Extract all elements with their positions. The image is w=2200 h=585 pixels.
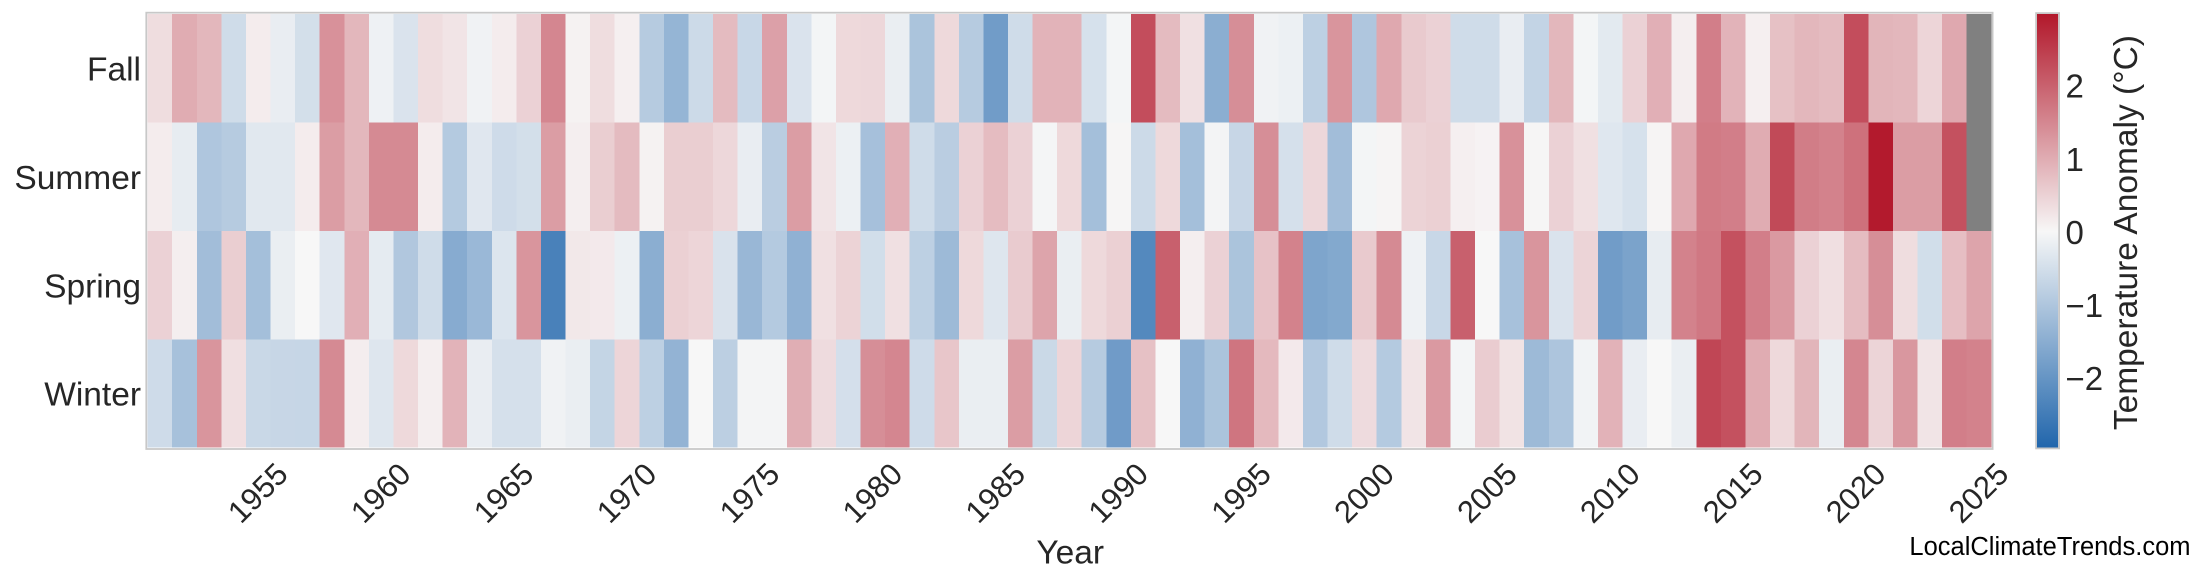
svg-text:LocalClimateTrends.com: LocalClimateTrends.com (1909, 533, 2190, 561)
svg-text:Winter: Winter (44, 377, 141, 414)
svg-text:2: 2 (2066, 68, 2084, 105)
svg-text:Year: Year (1036, 534, 1104, 571)
svg-text:−2: −2 (2066, 360, 2104, 397)
svg-text:Spring: Spring (44, 268, 141, 305)
svg-text:Temperature Anomaly (°C): Temperature Anomaly (°C) (2108, 35, 2145, 430)
svg-text:1: 1 (2066, 141, 2084, 178)
svg-text:Summer: Summer (14, 160, 141, 197)
svg-text:−1: −1 (2066, 287, 2104, 324)
svg-text:0: 0 (2066, 214, 2084, 251)
svg-text:Fall: Fall (87, 51, 141, 88)
